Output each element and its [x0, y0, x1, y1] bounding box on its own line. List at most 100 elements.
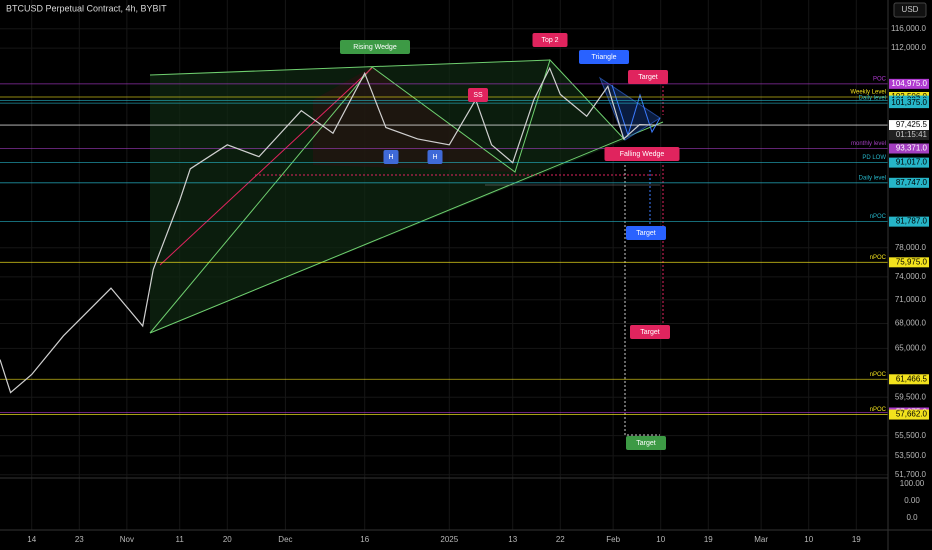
price-box-label: 101,375.0 [891, 98, 927, 107]
y-tick-label: 74,000.0 [895, 272, 927, 281]
price-box-label: 104,975.0 [891, 79, 927, 88]
x-tick-label: Nov [120, 535, 134, 544]
x-tick-label: 19 [852, 535, 861, 544]
price-box-label: 91,017.0 [896, 158, 928, 167]
trend-line [149, 59, 551, 76]
x-tick-label: 10 [804, 535, 813, 544]
countdown: 01:15:41 [896, 130, 928, 139]
x-tick-label: Dec [278, 535, 292, 544]
trend-line [149, 121, 664, 334]
x-tick-label: Feb [606, 535, 620, 544]
y-tick-label: 68,000.0 [895, 319, 927, 328]
level-name: nPOC [870, 407, 887, 413]
target-line [624, 165, 660, 436]
price-box [889, 143, 929, 154]
y-tick-label: 65,000.0 [895, 344, 927, 353]
lower-pane-label: 0.00 [904, 496, 920, 505]
annotation-box [579, 50, 629, 64]
y-tick-label: 112,000.0 [891, 43, 927, 52]
annotation-text: Falling Wedge [620, 151, 665, 158]
level-name: PD LOW [862, 155, 886, 161]
annotation-text: Rising Wedge [353, 44, 397, 51]
price-box-label: 61,466.5 [896, 374, 928, 383]
y-tick-label: 59,500.0 [895, 392, 927, 401]
x-tick-label: Mar [754, 535, 768, 544]
price-line [0, 66, 656, 394]
x-tick-label: 2025 [440, 535, 458, 544]
x-tick-label: 19 [704, 535, 713, 544]
level-name: Weekly Level [850, 90, 886, 96]
y-tick-label: 55,500.0 [895, 431, 927, 440]
x-tick-label: 20 [223, 535, 232, 544]
price-box-label: 57,662.0 [896, 410, 928, 419]
price-box [889, 78, 929, 89]
plot [0, 66, 656, 394]
y-tick-label: 71,000.0 [895, 295, 927, 304]
chart-title: BTCUSD Perpetual Contract, 4h, BYBIT [6, 3, 167, 13]
price-box [889, 374, 929, 385]
y-tick-label: 51,700.0 [895, 470, 927, 479]
level-name: POC [873, 76, 887, 82]
annotation-box [628, 70, 668, 84]
axes: 14 23 Nov 11 20 Dec 16 2025 13 22 Feb 10 19 Mar 10 19 11… [27, 24, 929, 544]
x-tick-label: 11 [176, 535, 185, 544]
y-tick-label: 53,500.0 [895, 451, 927, 460]
level-name: nPOC [870, 214, 887, 220]
level-name: nPOC [870, 372, 887, 378]
annotation-box [383, 150, 399, 164]
price-box-label: 93,371.0 [896, 144, 928, 153]
price-box [889, 98, 929, 109]
annotation-box [468, 88, 488, 102]
annotation-box [626, 436, 666, 450]
x-tick-label: 13 [508, 535, 517, 544]
price-box [889, 120, 929, 131]
x-tick-label: 10 [656, 535, 665, 544]
level-name: Daily level [859, 175, 886, 181]
price-box-label: 81,787.0 [896, 217, 928, 226]
price-box-label: 75,975.0 [896, 257, 928, 266]
currency-button[interactable] [893, 2, 927, 18]
triangle-zigzag [611, 84, 661, 137]
annotation-box [630, 325, 670, 339]
lower-pane-label: 100.00 [900, 479, 925, 488]
annotation-text: Top 2 [541, 37, 558, 44]
annotation-box [604, 147, 680, 161]
annotation-box [532, 33, 568, 47]
x-tick-label: 16 [360, 535, 369, 544]
price-box [889, 409, 929, 420]
y-tick-label: 78,000.0 [895, 243, 927, 252]
price-box-label: 97,425.5 [896, 120, 928, 129]
level-name: Daily level [859, 96, 886, 102]
annotation-text: SS [473, 92, 483, 99]
y-tick-label: 116,000.0 [891, 24, 927, 33]
zigzag-line [149, 59, 626, 334]
x-tick-label: 14 [27, 535, 36, 544]
annotation-text: Target [638, 74, 658, 81]
price-box [889, 257, 929, 268]
price-box [889, 216, 929, 227]
wedge-fill [150, 60, 625, 333]
lower-pane-label: 0.0 [906, 513, 918, 522]
level-name: monthly level [851, 141, 886, 147]
price-box-label: 87,747.0 [896, 178, 928, 187]
level-name: nPOC [870, 255, 887, 261]
annotations: Rising Wedge Top 2 Triangle Target SS H H Falli… [340, 33, 680, 450]
annotation-box [427, 150, 443, 164]
annotation-text: H [432, 154, 437, 161]
x-tick-label: 23 [75, 535, 84, 544]
annotation-text: Target [636, 230, 656, 237]
countdown-box [889, 130, 929, 141]
wedge-fill [313, 67, 515, 172]
annotation-text: Target [640, 329, 660, 336]
currency-label[interactable]: USD [902, 5, 919, 14]
annotation-text: Triangle [591, 54, 616, 61]
x-tick-label: 22 [556, 535, 565, 544]
price-box [889, 157, 929, 168]
annotation-box [626, 226, 666, 240]
annotation-text: Target [636, 440, 656, 447]
annotation-box [340, 40, 410, 54]
price-box [889, 177, 929, 188]
